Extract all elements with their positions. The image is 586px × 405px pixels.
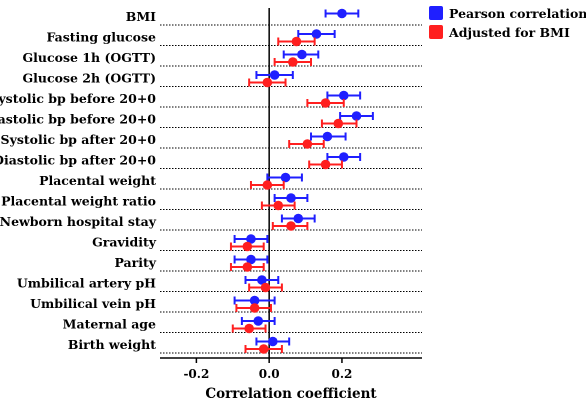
pearson-point <box>326 90 362 101</box>
adjusted-point <box>229 241 265 252</box>
pearson-point <box>310 131 347 142</box>
point-marker <box>338 90 349 101</box>
pearson-point <box>266 172 303 183</box>
point-marker <box>333 118 344 129</box>
adjusted-point <box>306 98 345 108</box>
adjusted-point <box>229 262 265 272</box>
point-marker <box>338 152 349 162</box>
category-label: Glucose 2h (OGTT) <box>23 71 157 86</box>
x-axis: -0.2 0.0 0.2 <box>160 357 422 381</box>
legend-swatch <box>429 6 443 20</box>
point-marker <box>291 36 302 47</box>
pearson-point <box>324 8 360 19</box>
x-tick-label: -0.2 <box>183 367 209 381</box>
point-marker <box>297 49 307 60</box>
point-marker <box>288 57 298 67</box>
point-marker <box>249 303 260 313</box>
legend-label: Adjusted for BMI <box>448 25 570 40</box>
point-marker <box>311 29 322 39</box>
point-marker <box>320 159 331 170</box>
category-label: Diastolic bp before 20+0 <box>0 112 156 127</box>
pearson-point <box>297 29 336 39</box>
category-label: Fasting glucose <box>46 30 156 45</box>
category-label: Placental weight ratio <box>1 194 156 209</box>
point-marker <box>260 282 271 293</box>
x-axis-title: Correlation coefficient <box>205 386 377 402</box>
point-marker <box>258 344 269 354</box>
point-marker <box>244 323 254 334</box>
pearson-point <box>240 316 276 326</box>
adjusted-point <box>244 344 283 354</box>
category-label: Glucose 1h (OGTT) <box>23 50 157 65</box>
x-tick-label: 0.0 <box>259 367 280 381</box>
point-marker <box>269 70 280 80</box>
point-marker <box>257 275 267 285</box>
category-label: BMI <box>126 9 156 24</box>
point-marker <box>337 8 347 19</box>
category-label: Systolic bp before 20+0 <box>0 91 156 106</box>
category-label: Birth weight <box>68 337 156 352</box>
adjusted-point <box>248 77 287 88</box>
adjusted-point <box>249 180 285 190</box>
pearson-point <box>339 111 374 121</box>
point-marker <box>280 172 291 183</box>
point-marker <box>273 200 284 211</box>
category-labels: BMI Fasting glucose Glucose 1h (OGTT) Gluco… <box>0 9 157 352</box>
point-marker <box>242 241 253 252</box>
data-marks <box>229 8 374 354</box>
point-marker <box>249 295 260 306</box>
point-marker <box>242 262 253 272</box>
point-marker <box>322 131 333 142</box>
adjusted-point <box>248 282 283 293</box>
category-label: Parity <box>114 255 156 270</box>
point-marker <box>286 193 296 203</box>
legend-label: Pearson correlation <box>449 6 586 21</box>
adjusted-point <box>231 323 267 334</box>
adjusted-point <box>288 139 325 149</box>
pearson-point <box>280 213 316 224</box>
pearson-point <box>273 193 309 203</box>
adjusted-point <box>260 200 296 211</box>
point-marker <box>351 111 362 121</box>
adjusted-point <box>273 57 313 67</box>
point-marker <box>302 139 313 149</box>
legend: Pearson correlation Adjusted for BMI <box>429 6 586 40</box>
pearson-point <box>326 152 362 162</box>
point-marker <box>246 254 256 265</box>
adjusted-point <box>271 221 309 231</box>
pearson-point <box>255 336 291 347</box>
point-marker <box>262 180 273 190</box>
category-label: Systolic bp after 20+0 <box>1 132 157 147</box>
point-marker <box>262 77 273 88</box>
category-label: Gravidity <box>92 235 157 250</box>
pearson-point <box>255 70 294 80</box>
pearson-point <box>282 49 320 60</box>
legend-swatch <box>429 25 443 39</box>
adjusted-point <box>308 159 343 170</box>
point-marker <box>293 213 304 224</box>
adjusted-point <box>320 118 358 129</box>
category-label: Umbilical artery pH <box>17 276 156 291</box>
adjusted-point <box>277 36 316 47</box>
category-label: Diastolic bp after 20+0 <box>0 153 156 168</box>
point-marker <box>246 234 256 244</box>
point-marker <box>320 98 331 108</box>
category-label: Newborn hospital stay <box>0 214 157 229</box>
point-marker <box>268 336 278 347</box>
pearson-point <box>233 295 276 306</box>
adjusted-point <box>235 303 272 313</box>
category-label: Placental weight <box>39 173 156 188</box>
pearson-point <box>233 254 269 265</box>
category-label: Maternal age <box>63 317 156 332</box>
point-marker <box>253 316 264 326</box>
category-label: Umbilical vein pH <box>30 296 156 311</box>
pearson-point <box>233 234 269 244</box>
x-tick-label: 0.2 <box>331 367 352 381</box>
pearson-point <box>244 275 280 285</box>
point-marker <box>286 221 296 231</box>
